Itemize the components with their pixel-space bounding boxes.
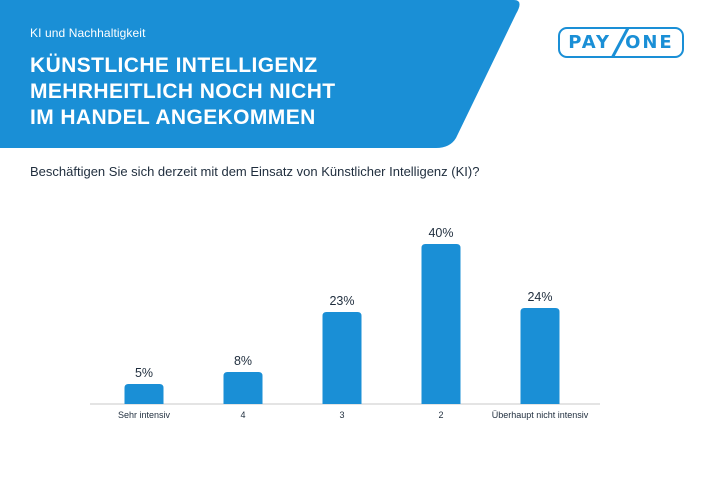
logo-wordmark: PAY ONE (560, 29, 682, 56)
category-label: KI und Nachhaltigkeit (30, 26, 146, 40)
survey-question: Beschäftigen Sie sich derzeit mit dem Ei… (30, 164, 480, 179)
value-label-2: 23% (329, 294, 354, 308)
category-label-4: Überhaupt nicht intensiv (492, 410, 589, 420)
value-label-3: 40% (428, 226, 453, 240)
bar-2 (322, 312, 362, 404)
bar-4 (520, 308, 560, 404)
category-label-2: 3 (339, 410, 344, 420)
value-label-0: 5% (135, 366, 153, 380)
category-label-0: Sehr intensiv (118, 410, 171, 420)
value-label-1: 8% (234, 354, 252, 368)
headline-line-1: KÜNSTLICHE INTELLIGENZ (30, 54, 318, 77)
value-label-4: 24% (527, 290, 552, 304)
headline: KÜNSTLICHE INTELLIGENZ MEHRHEITLICH NOCH… (30, 53, 460, 131)
headline-line-3: IM HANDEL ANGEKOMMEN (30, 106, 316, 129)
header-banner (0, 0, 520, 148)
category-label-3: 2 (438, 410, 443, 420)
bar-0 (124, 384, 164, 404)
payone-logo: PAY ONE (558, 27, 684, 58)
logo-text-right: ONE (625, 32, 674, 53)
logo-text-left: PAY (568, 32, 612, 53)
headline-line-2: MEHRHEITLICH NOCH NICHT (30, 80, 336, 103)
bar-3 (421, 244, 461, 404)
category-label-1: 4 (240, 410, 245, 420)
bar-1 (223, 372, 263, 404)
